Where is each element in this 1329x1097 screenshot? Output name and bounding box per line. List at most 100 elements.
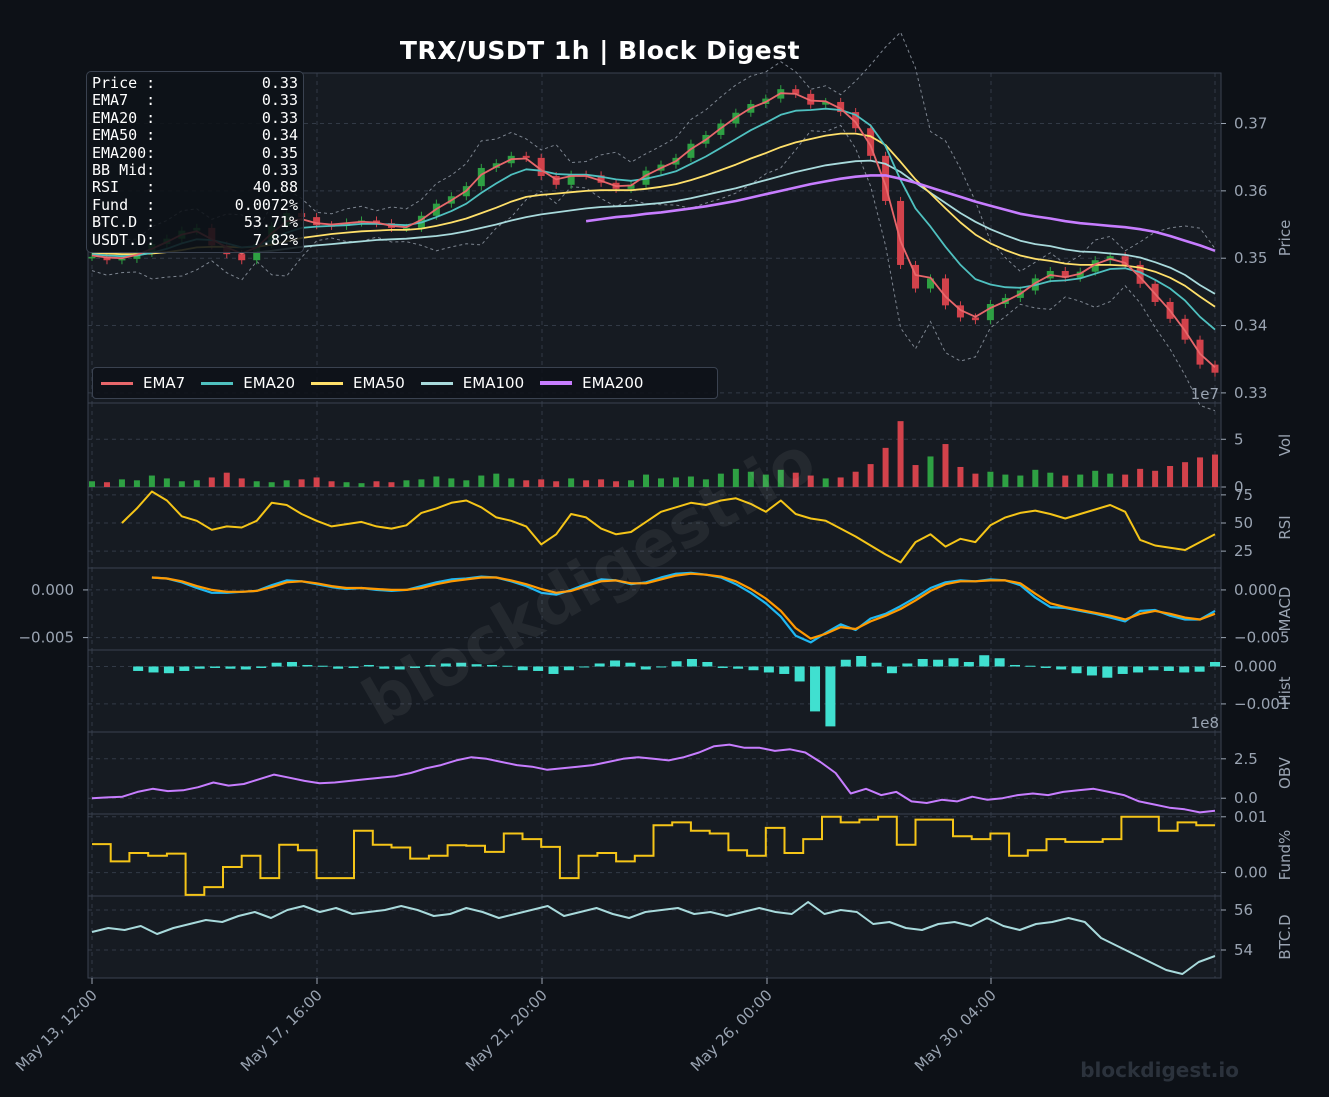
legend-label: EMA20 xyxy=(243,374,296,392)
info-label: BB Mid: xyxy=(92,161,156,180)
volume-bar xyxy=(1107,473,1114,487)
hist-bar xyxy=(163,666,174,674)
volume-bar xyxy=(208,477,215,487)
volume-bar xyxy=(972,473,979,487)
info-value: 0.34 xyxy=(261,126,298,145)
volume-bar xyxy=(882,447,889,487)
hist-bar xyxy=(656,666,667,668)
candle-body xyxy=(1136,264,1144,284)
volume-bar xyxy=(343,482,350,487)
hist-bar xyxy=(763,666,774,673)
hist-bar xyxy=(1194,666,1205,672)
hist-bar xyxy=(579,666,590,668)
info-row: BB Mid: 0.33 xyxy=(92,161,298,180)
footer-brand: blockdigest.io xyxy=(1080,1058,1239,1082)
volume-bar xyxy=(373,481,380,487)
info-row: EMA7 : 0.33 xyxy=(92,91,298,109)
volume-axis-label: Vol xyxy=(1276,434,1294,456)
hist-bar xyxy=(1133,666,1144,673)
hist-bar xyxy=(840,659,851,667)
hist-bar xyxy=(1179,666,1190,673)
legend-item-ema50: EMA50 xyxy=(311,374,405,392)
volume-bar xyxy=(193,480,200,487)
candle-body xyxy=(238,254,246,261)
info-value: 0.33 xyxy=(261,74,298,92)
hist-bar xyxy=(963,661,974,667)
info-value: 0.33 xyxy=(261,161,298,180)
hist-bar xyxy=(333,666,344,669)
fund-tick-label-1: 0.01 xyxy=(1234,808,1267,826)
volume-bar xyxy=(777,469,784,487)
hist-bar xyxy=(671,661,682,667)
info-value: 0.0072% xyxy=(234,195,298,214)
candle-body xyxy=(88,256,96,259)
hist-bar xyxy=(825,666,836,727)
info-value: 53.71% xyxy=(243,213,298,232)
macd-left-tick-label-0: 0.000 xyxy=(31,581,74,599)
volume-bar xyxy=(717,473,724,487)
candle-body xyxy=(103,256,111,261)
info-label: EMA20 : xyxy=(92,108,156,127)
macd-tick-label-0: 0.000 xyxy=(1234,581,1277,599)
candle-body xyxy=(986,304,994,321)
info-label: RSI : xyxy=(92,178,156,197)
volume-bar xyxy=(1032,469,1039,487)
volume-frame xyxy=(87,402,1222,488)
candle-body xyxy=(927,278,935,289)
info-row: RSI : 40.88 xyxy=(92,178,298,197)
hist-bar xyxy=(917,658,928,667)
candle-body xyxy=(567,174,575,185)
volume-bar xyxy=(238,478,245,487)
volume-bar xyxy=(1197,457,1204,487)
candle-body xyxy=(492,163,500,168)
btcd-frame xyxy=(87,895,1222,979)
candle-body xyxy=(897,200,905,265)
legend-label: EMA7 xyxy=(143,374,186,392)
fund-tick-label-0: 0.00 xyxy=(1234,864,1267,882)
hist-bar xyxy=(363,664,374,667)
rsi-frame xyxy=(87,486,1222,569)
volume-bar xyxy=(1077,474,1084,487)
info-label: USDT.D: xyxy=(92,230,156,249)
panel-obv: 0.0 2.5 OBV xyxy=(87,731,1294,815)
info-label: BTC.D : xyxy=(92,213,156,232)
candle-body xyxy=(971,317,979,321)
hist-bar xyxy=(1117,666,1128,674)
funding-line xyxy=(92,815,1215,896)
volume-bar xyxy=(553,481,560,487)
volume-bar xyxy=(403,480,410,487)
panel-btcd: 54 56 BTC.D xyxy=(87,895,1294,979)
macd-axis-label: MACD xyxy=(1276,587,1294,632)
hist-bar xyxy=(456,662,467,667)
hist-bar xyxy=(286,661,297,667)
candle-body xyxy=(1196,339,1204,365)
volume-bar xyxy=(1092,470,1099,487)
candle-body xyxy=(627,184,635,189)
hist-bar xyxy=(1040,666,1051,668)
hist-bar xyxy=(871,662,882,667)
volume-bar xyxy=(628,480,635,487)
hist-bar xyxy=(410,666,421,668)
hist-bar xyxy=(1210,661,1220,667)
rsi-tick-label-2: 75 xyxy=(1234,486,1253,504)
candle-body xyxy=(1211,364,1219,373)
hist-offset-text: 1e8 xyxy=(1191,714,1219,732)
candle-body xyxy=(402,227,410,230)
hist-bar xyxy=(948,658,959,667)
info-row: USDT.D: 7.82% xyxy=(92,230,298,249)
volume-bar xyxy=(927,456,934,487)
hist-bar xyxy=(1086,666,1097,676)
hist-bar xyxy=(810,666,821,712)
info-value: 7.82% xyxy=(252,230,298,249)
candle-body xyxy=(882,155,890,201)
hist-bar xyxy=(702,661,713,667)
volume-bar xyxy=(118,479,125,487)
hist-bar xyxy=(394,666,405,670)
price-axis-label: Price xyxy=(1276,220,1294,257)
candle-body xyxy=(912,264,920,289)
ema100-line xyxy=(256,159,1216,295)
candle-body xyxy=(852,112,860,129)
price-offset-text: 1e7 xyxy=(1191,385,1219,403)
hist-bar xyxy=(502,665,513,667)
